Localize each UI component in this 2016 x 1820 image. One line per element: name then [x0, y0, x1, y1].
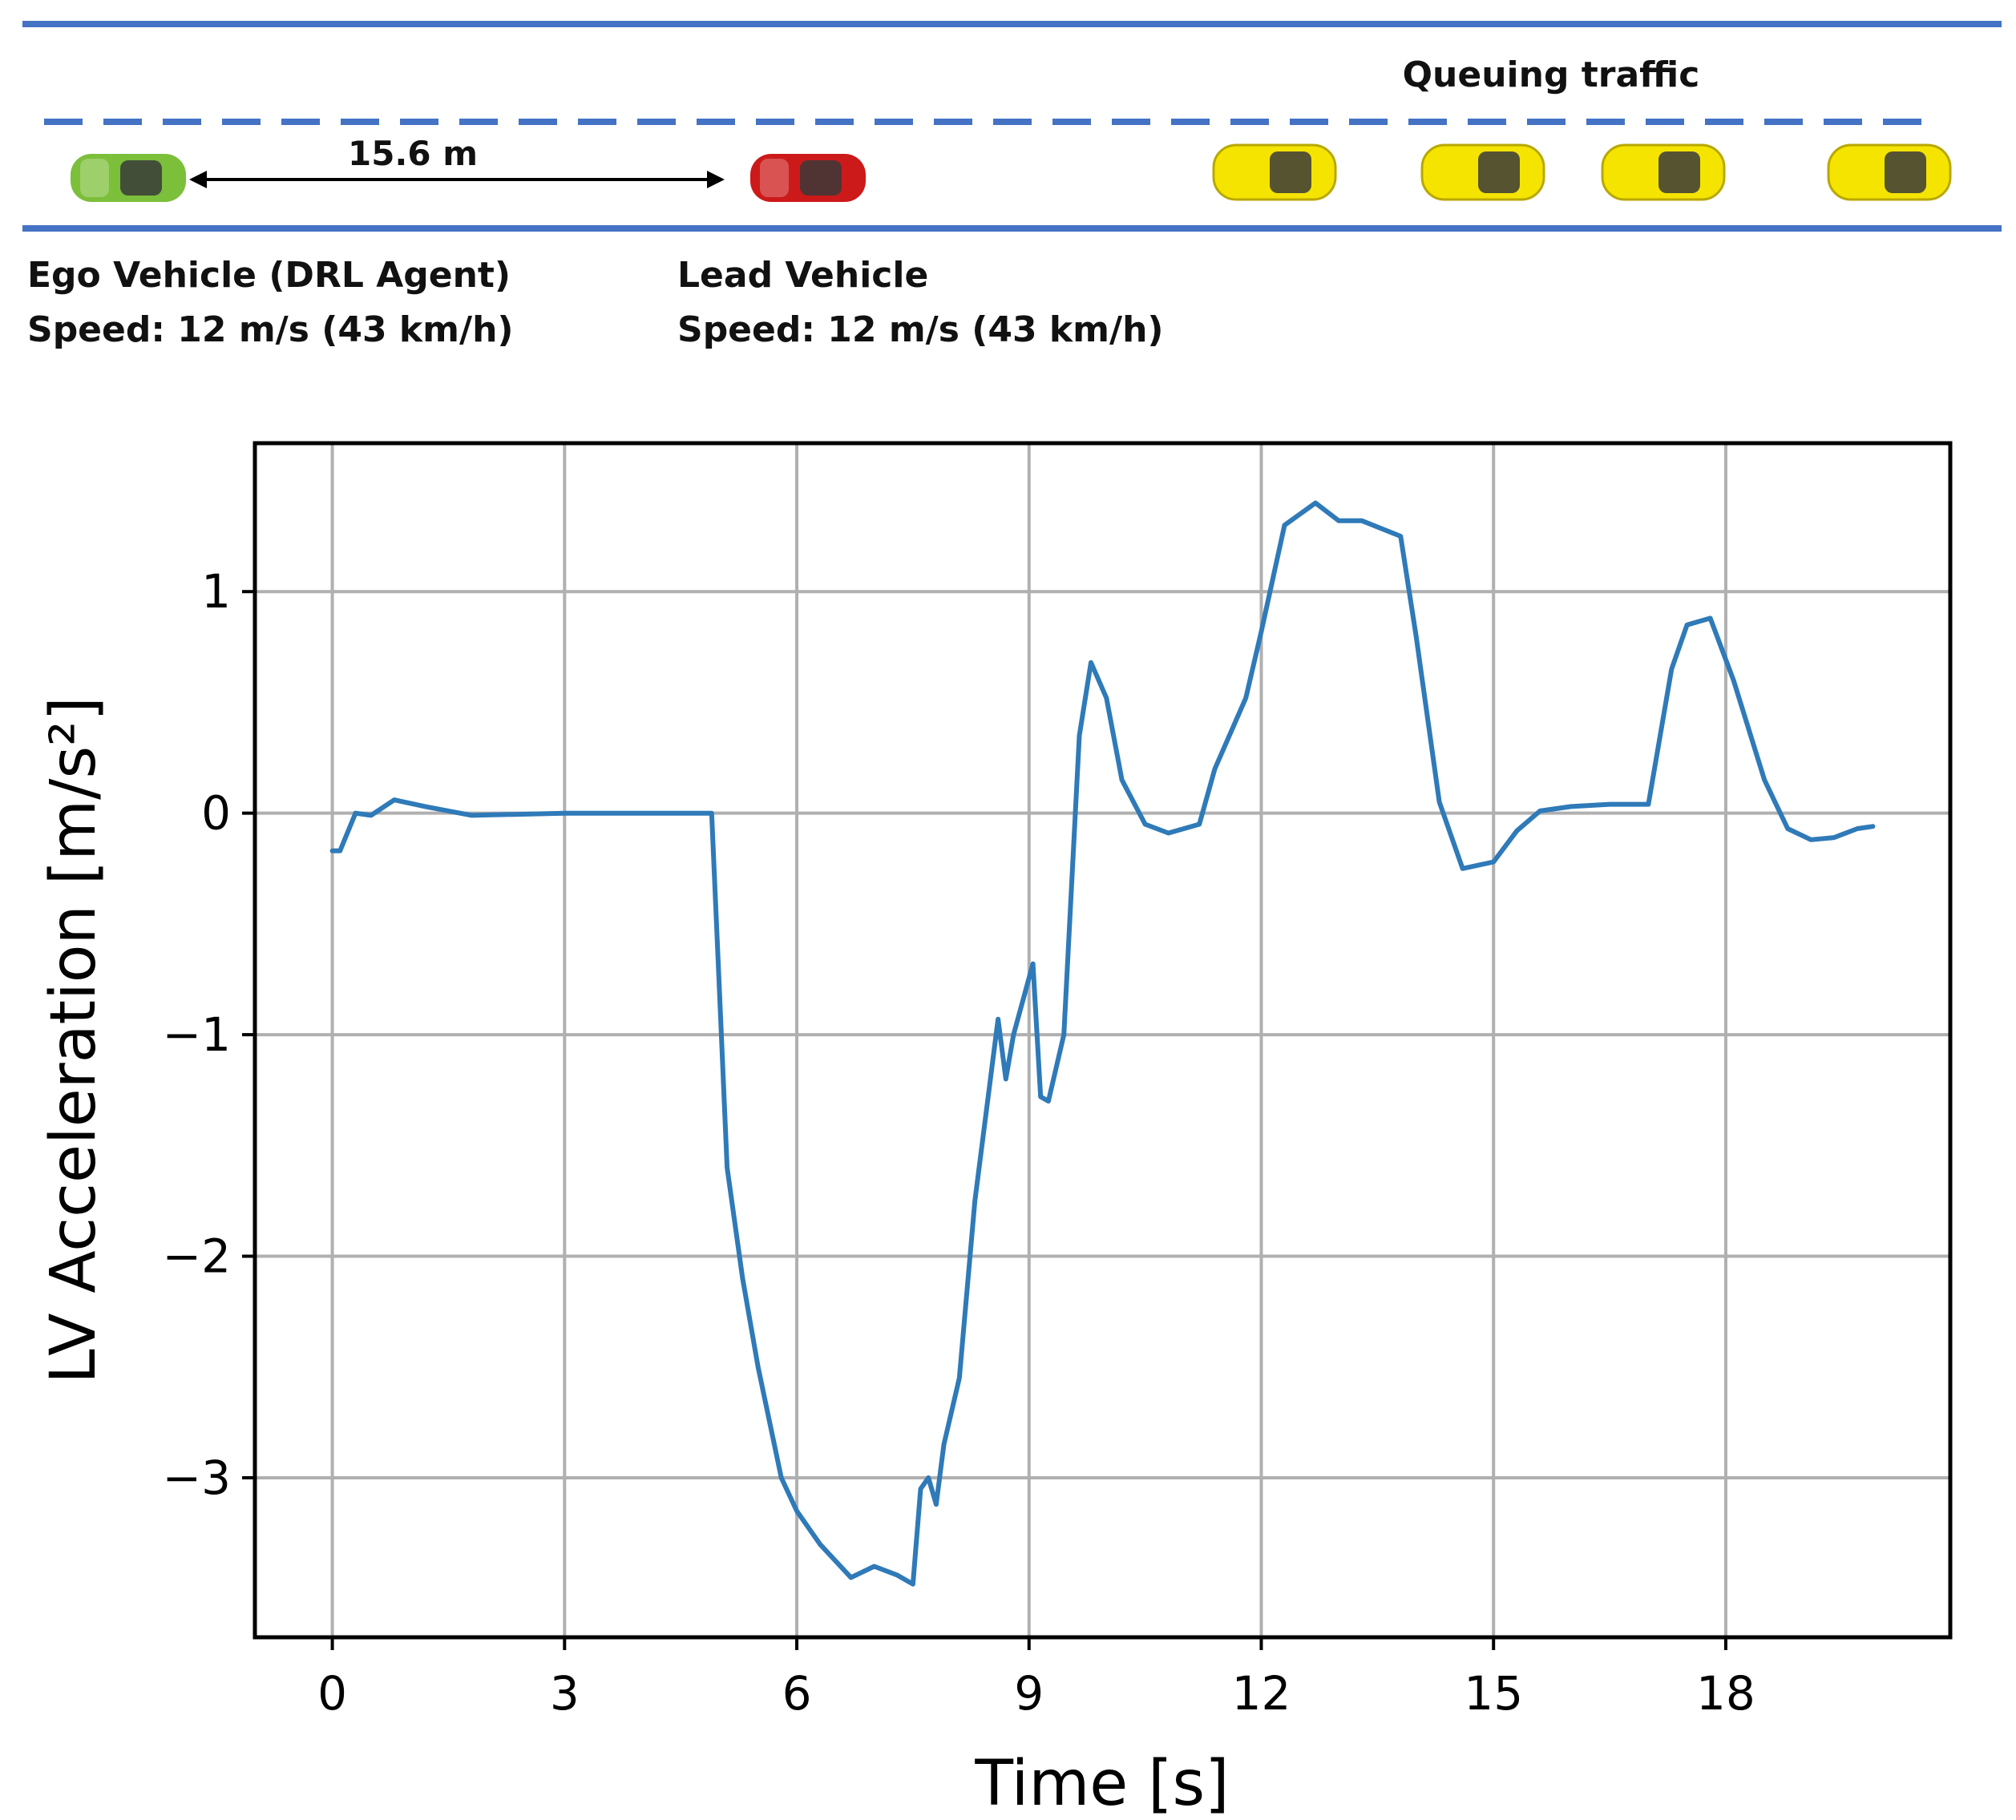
- x-tick-label: 6: [782, 1666, 812, 1721]
- series-layer: [329, 500, 1876, 1587]
- x-tick-label: 9: [1014, 1666, 1044, 1721]
- ego-vehicle-info: Ego Vehicle (DRL Agent) Speed: 12 m/s (4…: [27, 248, 514, 357]
- series-line-0: [329, 500, 1876, 1587]
- queue-vehicle: [1212, 143, 1337, 201]
- x-axis-label: Time [s]: [974, 1748, 1229, 1820]
- queue-vehicle: [1827, 143, 1952, 201]
- lead-vehicle: [750, 154, 866, 202]
- y-axis-label: LV Acceleration [m/s²]: [38, 696, 110, 1384]
- y-tick-label: −3: [163, 1451, 232, 1505]
- x-tick-label: 3: [550, 1666, 580, 1721]
- gap-label: 15.6 m: [348, 134, 478, 173]
- x-tick-label: 18: [1696, 1666, 1755, 1721]
- plot-frame: [253, 441, 1953, 1640]
- road-diagram: 15.6 m Queuing traffic: [22, 21, 2002, 232]
- ego-vehicle: [71, 154, 186, 202]
- queue-vehicle: [1420, 143, 1545, 201]
- y-tick-label: 0: [201, 786, 231, 841]
- ego-vehicle-speed: Speed: 12 m/s (43 km/h): [27, 309, 514, 350]
- lead-vehicle-speed: Speed: 12 m/s (43 km/h): [677, 309, 1164, 350]
- queue-label: Queuing traffic: [1403, 54, 1700, 95]
- lead-vehicle-info: Lead Vehicle Speed: 12 m/s (43 km/h): [677, 248, 1164, 357]
- tick-layer: 0 3 6 9 12 15 18 1 0 −1 −2 −3: [163, 564, 1755, 1721]
- gap-arrow: [189, 171, 725, 188]
- queue-vehicle: [1601, 143, 1726, 201]
- x-tick-label: 0: [317, 1666, 347, 1721]
- y-tick-label: −2: [163, 1229, 232, 1284]
- ego-vehicle-title: Ego Vehicle (DRL Agent): [27, 255, 511, 296]
- y-tick-label: −1: [163, 1007, 232, 1062]
- x-tick-label: 12: [1232, 1666, 1291, 1721]
- y-tick-label: 1: [201, 564, 231, 619]
- x-tick-label: 15: [1464, 1666, 1523, 1721]
- lead-vehicle-title: Lead Vehicle: [677, 255, 929, 296]
